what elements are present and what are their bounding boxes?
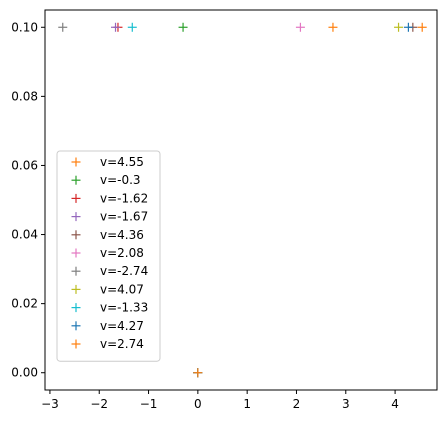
- legend-marker: [71, 303, 81, 313]
- data-points: [58, 22, 427, 378]
- data-point: [178, 22, 188, 32]
- plot-frame: [44, 9, 438, 391]
- x-tick-label: 2: [293, 397, 301, 411]
- legend-label: v=4.07: [100, 282, 144, 296]
- legend-marker: [71, 212, 81, 222]
- data-point: [58, 22, 68, 32]
- legend-item: v=2.08: [71, 246, 144, 260]
- series-v=2.74: [193, 22, 338, 378]
- legend-item: v=-1.33: [71, 301, 148, 315]
- legend-marker: [71, 248, 81, 258]
- legend-label: v=-1.62: [100, 191, 148, 205]
- data-point: [417, 22, 427, 32]
- legend-label: v=-1.33: [100, 301, 148, 315]
- x-tick-label: 0: [194, 397, 202, 411]
- legend-label: v=4.36: [100, 228, 144, 242]
- legend: v=4.55 v=-0.3 v=-1.62 v=-1.67 v=4.36 v=2.08 v=…: [56, 150, 161, 362]
- legend-box: [56, 150, 161, 362]
- legend-marker: [71, 230, 81, 240]
- x-tick-label: −2: [90, 397, 108, 411]
- legend-item: v=-2.74: [71, 264, 148, 278]
- data-point: [394, 22, 404, 32]
- legend-label: v=4.55: [100, 155, 144, 169]
- legend-item: v=2.74: [71, 337, 144, 351]
- legend-label: v=-1.67: [100, 210, 148, 224]
- legend-label: v=2.08: [100, 246, 144, 260]
- x-axis: −3 −2 −1 0 1 2 3 4: [41, 390, 399, 411]
- data-point: [193, 368, 203, 378]
- x-tick-label: −3: [41, 397, 59, 411]
- legend-label: v=2.74: [100, 337, 144, 351]
- legend-item: v=-0.3: [71, 173, 141, 187]
- legend-item: v=-1.62: [71, 191, 148, 205]
- legend-label: v=4.27: [100, 319, 144, 333]
- data-point: [111, 22, 121, 32]
- x-tick-label: 1: [243, 397, 251, 411]
- legend-marker: [71, 175, 81, 185]
- legend-item: v=-1.67: [71, 210, 148, 224]
- y-tick-label: 0.00: [11, 366, 38, 380]
- x-tick-label: 3: [342, 397, 350, 411]
- data-point: [328, 22, 338, 32]
- y-axis: 0.00 0.02 0.04 0.06 0.08 0.10: [11, 20, 45, 380]
- legend-item: v=4.55: [71, 155, 144, 169]
- legend-marker: [71, 193, 81, 203]
- legend-label: v=-2.74: [100, 264, 148, 278]
- x-tick-label: 4: [391, 397, 399, 411]
- data-point: [127, 22, 137, 32]
- legend-marker: [71, 284, 81, 294]
- legend-marker: [71, 157, 81, 167]
- legend-item: v=4.07: [71, 282, 144, 296]
- legend-item: v=4.27: [71, 319, 144, 333]
- y-tick-label: 0.08: [11, 89, 38, 103]
- data-point: [295, 22, 305, 32]
- y-tick-label: 0.02: [11, 297, 38, 311]
- legend-marker: [71, 321, 81, 331]
- y-tick-label: 0.06: [11, 158, 38, 172]
- y-tick-label: 0.10: [11, 20, 38, 34]
- y-tick-label: 0.04: [11, 228, 38, 242]
- legend-item: v=4.36: [71, 228, 144, 242]
- data-point: [403, 22, 413, 32]
- legend-marker: [71, 266, 81, 276]
- legend-label: v=-0.3: [100, 173, 141, 187]
- legend-marker: [71, 339, 81, 349]
- x-tick-label: −1: [140, 397, 158, 411]
